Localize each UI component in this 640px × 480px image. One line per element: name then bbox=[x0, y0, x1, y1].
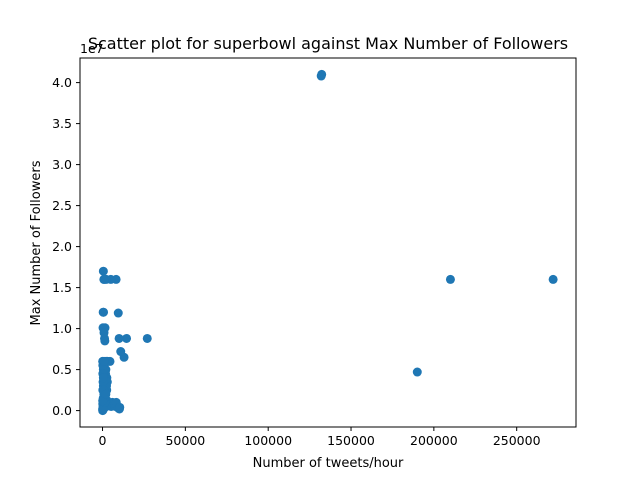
data-point bbox=[99, 356, 109, 366]
chart-title: Scatter plot for superbowl against Max N… bbox=[88, 34, 568, 53]
y-axis-label: Max Number of Followers bbox=[29, 160, 44, 325]
y-tick-label: 2.0 bbox=[52, 239, 72, 254]
data-point bbox=[116, 347, 126, 357]
x-tick-label: 200000 bbox=[410, 433, 458, 448]
data-point bbox=[548, 274, 558, 284]
data-point bbox=[98, 266, 108, 276]
x-tick-label: 100000 bbox=[244, 433, 292, 448]
y-tick-label: 1.0 bbox=[52, 321, 72, 336]
y-tick-label: 2.5 bbox=[52, 198, 72, 213]
data-point bbox=[412, 367, 422, 377]
data-point bbox=[115, 402, 125, 412]
y-tick-label: 0.0 bbox=[52, 403, 72, 418]
data-point bbox=[445, 274, 455, 284]
x-tick-label: 50000 bbox=[165, 433, 205, 448]
data-point bbox=[100, 336, 110, 346]
data-point bbox=[114, 333, 124, 343]
data-point bbox=[99, 328, 109, 338]
data-point bbox=[98, 373, 108, 383]
points-layer bbox=[98, 69, 558, 416]
data-point bbox=[99, 274, 109, 284]
data-point bbox=[142, 333, 152, 343]
y-tick-label: 3.5 bbox=[52, 116, 72, 131]
y-tick-label: 1.5 bbox=[52, 280, 72, 295]
x-tick-label: 0 bbox=[99, 433, 107, 448]
data-point bbox=[101, 389, 111, 399]
x-tick-label: 250000 bbox=[493, 433, 541, 448]
y-offset-label: 1e7 bbox=[80, 41, 104, 56]
data-point bbox=[317, 69, 327, 79]
data-point bbox=[113, 308, 123, 318]
x-tick-label: 150000 bbox=[327, 433, 375, 448]
ticks-layer: 0 50000 100000 150000 200000 250000 0.0 0.5 1.0 1… bbox=[52, 75, 540, 448]
y-tick-label: 0.5 bbox=[52, 362, 72, 377]
x-axis-label: Number of tweets/hour bbox=[253, 456, 404, 471]
y-tick-label: 3.0 bbox=[52, 157, 72, 172]
y-tick-label: 4.0 bbox=[52, 75, 72, 90]
data-point bbox=[99, 307, 109, 317]
plot-frame bbox=[79, 57, 577, 428]
data-point bbox=[122, 333, 132, 343]
